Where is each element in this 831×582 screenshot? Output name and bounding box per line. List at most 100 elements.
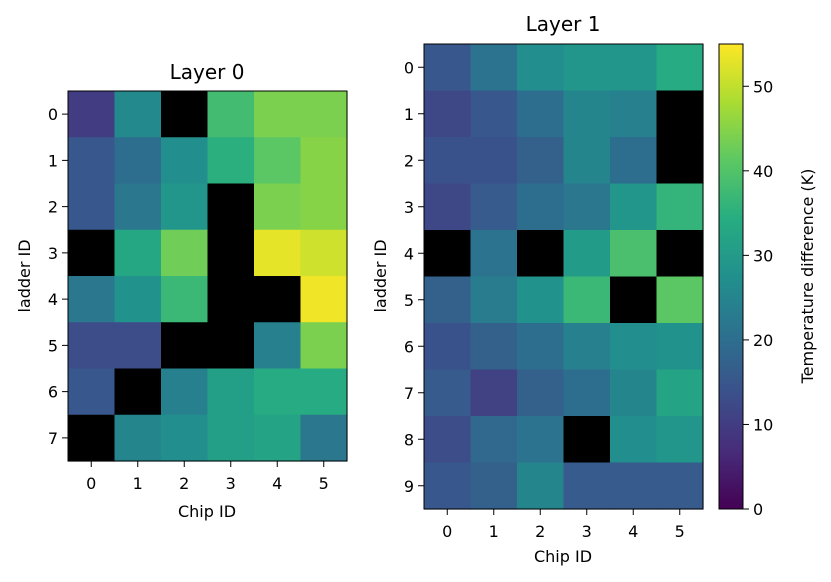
x-tick-label: 5	[319, 474, 329, 493]
heatmap-cell-layer1-r3-c0	[424, 183, 472, 231]
heatmap-layer-1-title: Layer 1	[526, 12, 601, 36]
heatmap-cell-layer0-r5-c0	[68, 322, 116, 370]
heatmap-cell-layer0-r3-c3	[207, 229, 255, 277]
heatmap-cell-layer1-r6-c3	[563, 323, 611, 371]
heatmap-cell-layer0-r7-c4	[254, 414, 302, 462]
heatmap-cell-layer1-r2-c2	[517, 137, 565, 185]
colorbar-ticks: 0 10 20 30 40 50	[743, 77, 773, 519]
heatmap-cell-layer1-r0-c1	[470, 44, 518, 92]
heatmap-cell-layer1-r6-c2	[517, 323, 565, 371]
x-tick-label: 1	[133, 474, 143, 493]
heatmap-cell-layer0-r2-c0	[68, 183, 116, 231]
heatmap-cell-layer0-r5-c3	[207, 322, 255, 370]
x-tick-label: 2	[535, 522, 545, 541]
heatmap-cell-layer1-r4-c3	[563, 230, 611, 278]
heatmap-cell-layer0-r2-c3	[207, 183, 255, 231]
heatmap-layer-0-x-ticks: 0 1 2 3 4 5	[86, 461, 329, 493]
heatmap-cell-layer0-r1-c3	[207, 137, 255, 185]
colorbar-tick-label: 0	[753, 500, 763, 519]
x-tick-label: 5	[675, 522, 685, 541]
y-tick-label: 1	[48, 151, 58, 170]
heatmap-cell-layer0-r7-c1	[114, 414, 162, 462]
heatmap-layer-1-x-ticks: 0 1 2 3 4 5	[442, 509, 685, 541]
heatmap-cell-layer0-r4-c3	[207, 276, 255, 323]
heatmap-layer-1: Layer 1 0 1 2 3 4 5 0 1 2 3 4 5 6 7 8 9 Chip ID ladder…	[371, 12, 704, 566]
heatmap-cell-layer0-r5-c5	[300, 322, 348, 370]
heatmap-cell-layer1-r3-c1	[470, 183, 518, 231]
heatmap-cell-layer1-r4-c2	[517, 230, 565, 278]
heatmap-cell-layer1-r5-c5	[656, 276, 704, 324]
heatmap-cell-layer1-r7-c3	[563, 369, 611, 417]
x-tick-label: 0	[442, 522, 452, 541]
x-tick-label: 2	[179, 474, 189, 493]
heatmap-cell-layer1-r9-c0	[424, 462, 472, 510]
heatmap-cell-layer1-r9-c5	[656, 462, 704, 510]
y-tick-label: 0	[48, 105, 58, 124]
heatmap-cell-layer0-r3-c2	[161, 229, 209, 277]
x-tick-label: 4	[628, 522, 638, 541]
x-tick-label: 0	[86, 474, 96, 493]
y-tick-label: 5	[48, 336, 58, 355]
heatmap-cell-layer1-r3-c5	[656, 183, 704, 231]
heatmap-cell-layer1-r3-c4	[610, 183, 658, 231]
heatmap-cell-layer1-r9-c1	[470, 462, 518, 510]
y-tick-label: 9	[404, 477, 414, 496]
heatmap-cell-layer1-r6-c5	[656, 323, 704, 371]
heatmap-cell-layer1-r2-c3	[563, 137, 611, 185]
heatmap-cell-layer1-r1-c2	[517, 90, 565, 138]
heatmap-cell-layer1-r7-c2	[517, 369, 565, 417]
heatmap-cell-layer0-r6-c0	[68, 368, 116, 416]
colorbar-gradient	[719, 44, 743, 509]
heatmap-cell-layer0-r2-c4	[254, 183, 302, 231]
heatmap-cell-layer0-r4-c1	[114, 276, 162, 323]
y-tick-label: 7	[48, 429, 58, 448]
heatmap-cell-layer0-r0-c1	[114, 91, 162, 138]
heatmap-cell-layer0-r1-c2	[161, 137, 209, 185]
heatmap-cell-layer1-r8-c2	[517, 416, 565, 464]
heatmap-cell-layer1-r8-c3	[563, 416, 611, 464]
colorbar: 0 10 20 30 40 50 Temperature difference (K)	[718, 43, 817, 519]
x-tick-label: 3	[226, 474, 236, 493]
heatmap-cell-layer0-r7-c3	[207, 414, 255, 462]
heatmap-cell-layer0-r0-c3	[207, 91, 255, 138]
y-tick-label: 8	[404, 430, 414, 449]
heatmap-cell-layer1-r8-c0	[424, 416, 472, 464]
heatmap-cell-layer0-r0-c0	[68, 91, 116, 138]
heatmap-layer-0-frame	[67, 90, 348, 462]
y-tick-label: 3	[48, 244, 58, 263]
heatmap-cell-layer1-r1-c4	[610, 90, 658, 138]
colorbar-tick-label: 10	[753, 415, 773, 434]
colorbar-tick-label: 20	[753, 331, 773, 350]
heatmap-cell-layer1-r7-c4	[610, 369, 658, 417]
y-tick-label: 6	[48, 383, 58, 402]
heatmap-layer-1-cells	[424, 44, 704, 510]
heatmap-cell-layer1-r6-c0	[424, 323, 472, 371]
y-tick-label: 0	[404, 58, 414, 77]
y-tick-label: 2	[404, 151, 414, 170]
heatmap-cell-layer1-r2-c4	[610, 137, 658, 185]
heatmap-cell-layer0-r6-c5	[300, 368, 348, 416]
heatmap-cell-layer1-r5-c4	[610, 276, 658, 324]
heatmap-cell-layer0-r1-c5	[300, 137, 348, 185]
heatmap-cell-layer0-r1-c4	[254, 137, 302, 185]
heatmap-layer-0-y-ticks: 0 1 2 3 4 5 6 7	[48, 105, 68, 448]
x-tick-label: 4	[272, 474, 282, 493]
heatmap-layer-0-title: Layer 0	[170, 60, 245, 84]
heatmap-cell-layer1-r1-c5	[656, 90, 704, 138]
heatmap-cell-layer1-r9-c4	[610, 462, 658, 510]
heatmap-cell-layer0-r0-c2	[161, 91, 209, 138]
heatmap-cell-layer1-r3-c3	[563, 183, 611, 231]
heatmap-cell-layer0-r1-c0	[68, 137, 116, 185]
heatmap-cell-layer1-r0-c2	[517, 44, 565, 92]
heatmap-cell-layer0-r7-c5	[300, 414, 348, 462]
heatmap-cell-layer1-r0-c4	[610, 44, 658, 92]
colorbar-tick-label: 30	[753, 246, 773, 265]
heatmap-cell-layer1-r6-c1	[470, 323, 518, 371]
heatmap-cell-layer0-r2-c2	[161, 183, 209, 231]
heatmap-layer-0-cells	[68, 91, 348, 462]
heatmap-cell-layer1-r0-c5	[656, 44, 704, 92]
heatmap-cell-layer1-r5-c2	[517, 276, 565, 324]
heatmap-layer-0: Layer 0 0 1 2 3 4 5 0 1 2 3 4 5 6 7 Chip ID ladder I…	[15, 60, 348, 521]
x-tick-label: 3	[582, 522, 592, 541]
heatmap-cell-layer1-r1-c0	[424, 90, 472, 138]
